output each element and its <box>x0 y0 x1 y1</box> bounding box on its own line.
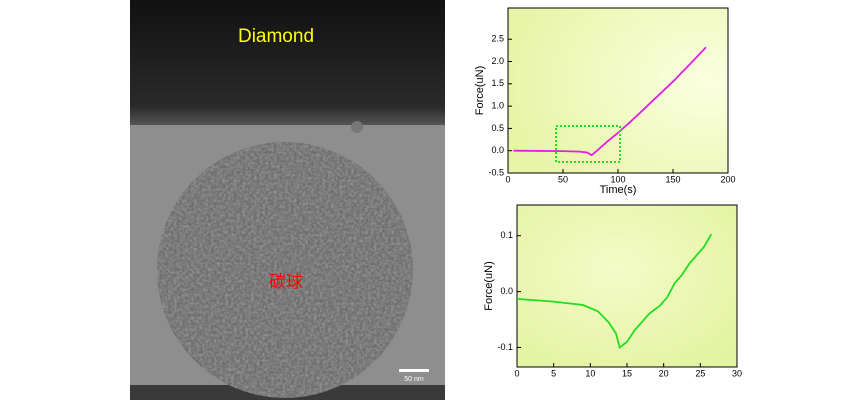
scale-label: 50 nm <box>404 376 424 383</box>
x-axis-label: Time(s) <box>600 184 637 196</box>
tem-image: Diamond 碳球 50 nm <box>130 0 445 400</box>
x-tick-label: 5 <box>551 368 556 378</box>
y-tick-label: 0.5 <box>491 123 504 133</box>
image-label: Diamond <box>238 26 314 47</box>
y-tick-label: 1.5 <box>491 78 504 88</box>
y-tick-label: 0.0 <box>500 286 513 296</box>
y-tick-label: -0.1 <box>497 342 513 352</box>
data-line <box>513 46 707 157</box>
x-tick-label: 25 <box>695 368 705 378</box>
y-tick-label: 1.0 <box>491 100 504 110</box>
y-tick-label: 0.0 <box>491 145 504 155</box>
x-tick-label: 150 <box>665 174 680 184</box>
x-tick-label: 15 <box>622 368 632 378</box>
y-tick-label: -0.5 <box>488 167 504 177</box>
plot-area <box>507 7 729 174</box>
y-axis-label: Force(uN) <box>474 66 486 116</box>
x-tick-label: 10 <box>585 368 595 378</box>
plot-area <box>516 204 738 368</box>
data-line <box>516 233 713 349</box>
x-tick-label: 30 <box>732 368 742 378</box>
image-label: 碳球 <box>269 272 303 291</box>
x-tick-label: 0 <box>514 368 519 378</box>
y-axis-label: Force(uN) <box>483 261 495 311</box>
x-tick-label: 0 <box>505 174 510 184</box>
y-tick-label: 2.0 <box>491 56 504 66</box>
highlight-box <box>555 125 621 163</box>
x-tick-label: 50 <box>558 174 568 184</box>
x-tick-label: 20 <box>659 368 669 378</box>
y-tick-label: 0.1 <box>500 230 513 240</box>
x-tick-label: 200 <box>720 174 735 184</box>
y-tick-label: 2.5 <box>491 34 504 44</box>
x-tick-label: 100 <box>610 174 625 184</box>
